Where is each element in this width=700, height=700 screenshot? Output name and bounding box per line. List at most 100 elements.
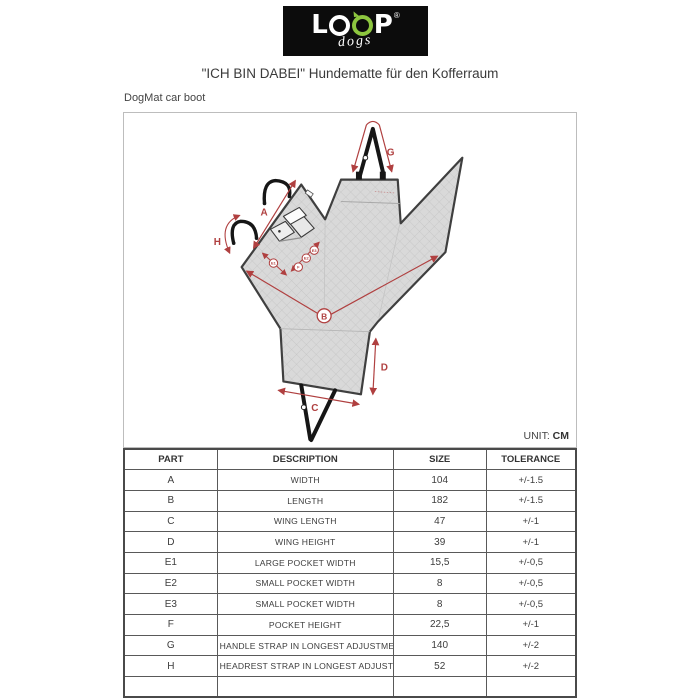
cell-part: F bbox=[123, 614, 218, 636]
brand-logo: L P ® dogs bbox=[283, 6, 428, 56]
cell-tolerance: +/-1 bbox=[485, 510, 577, 533]
cell-size: 22,5 bbox=[392, 614, 487, 636]
table-row: D WING HEIGHT 39 +/-1 bbox=[123, 531, 577, 553]
cell-size: 39 bbox=[392, 531, 487, 553]
cell-size: 8 bbox=[392, 572, 487, 595]
dimension-c: C bbox=[277, 387, 361, 414]
cell-description: HEADREST STRAP IN LONGEST ADJUSTMENT bbox=[216, 655, 394, 678]
dim-label-h: H bbox=[214, 237, 221, 248]
fold-line bbox=[323, 220, 326, 314]
cell-tolerance: +/-0,5 bbox=[485, 593, 577, 615]
fold-line bbox=[280, 328, 370, 333]
cell-tolerance: +/-1.5 bbox=[485, 469, 577, 491]
table-row: A WIDTH 104 +/-1.5 bbox=[123, 469, 577, 491]
cell-tolerance: +/-1 bbox=[485, 531, 577, 553]
table-row-empty bbox=[123, 676, 577, 698]
cell-part: E2 bbox=[123, 572, 218, 595]
cell-size: 140 bbox=[392, 634, 487, 657]
cell-part: H bbox=[123, 655, 218, 678]
dim-label-a: A bbox=[261, 207, 268, 218]
cell-description: WIDTH bbox=[216, 469, 394, 491]
cell-size: 104 bbox=[392, 469, 487, 491]
handle-strap bbox=[355, 126, 386, 180]
cell-part: D bbox=[123, 531, 218, 553]
tab-seam-line bbox=[341, 200, 400, 204]
col-header-part: PART bbox=[123, 448, 218, 471]
cell-size bbox=[392, 676, 487, 698]
cell-tolerance: +/-1.5 bbox=[485, 489, 577, 512]
table-row: G HANDLE STRAP IN LONGEST ADJUSTMENT 140… bbox=[123, 634, 577, 657]
cell-part bbox=[123, 676, 218, 698]
dimension-b: B bbox=[245, 255, 439, 324]
dimension-g: G bbox=[351, 120, 395, 173]
cell-tolerance: +/-0,5 bbox=[485, 551, 577, 574]
unit-label: UNIT: bbox=[523, 430, 550, 442]
strap-buckle bbox=[300, 404, 307, 411]
table-header-row: PART DESCRIPTION SIZE TOLERANCE bbox=[123, 448, 577, 471]
logo-letter-l: L bbox=[311, 10, 328, 40]
col-header-description: DESCRIPTION bbox=[216, 448, 394, 471]
logo-wordmark: L P ® bbox=[311, 10, 400, 40]
table-row: C WING LENGTH 47 +/-1 bbox=[123, 510, 577, 533]
cell-description: WING HEIGHT bbox=[216, 531, 394, 553]
dim-label-f: F bbox=[297, 265, 300, 270]
dim-label-c: C bbox=[311, 403, 318, 414]
cell-description: LARGE POCKET WIDTH bbox=[216, 551, 394, 574]
cell-description: WING LENGTH bbox=[216, 510, 394, 533]
table-row: E2 SMALL POCKET WIDTH 8 +/-0,5 bbox=[123, 572, 577, 595]
dog-mat-technical-drawing: A G H B bbox=[214, 120, 464, 443]
cell-description: HANDLE STRAP IN LONGEST ADJUSTMENT bbox=[216, 634, 394, 657]
cell-tolerance: +/-2 bbox=[485, 655, 577, 678]
cell-description: SMALL POCKET WIDTH bbox=[216, 593, 394, 615]
logo-letter-p: P bbox=[373, 10, 393, 40]
loop-o-arrow-icon bbox=[351, 14, 373, 36]
logo-sub-brand: dogs bbox=[337, 32, 374, 51]
page-title: "ICH BIN DABEI" Hundematte für den Koffe… bbox=[201, 66, 499, 81]
loop-o-icon bbox=[328, 14, 350, 36]
table-row: E3 SMALL POCKET WIDTH 8 +/-0,5 bbox=[123, 593, 577, 615]
col-header-size: SIZE bbox=[392, 448, 487, 471]
stitch-line bbox=[374, 191, 396, 194]
spec-table: PART DESCRIPTION SIZE TOLERANCE A WIDTH … bbox=[123, 448, 577, 699]
cell-description: SMALL POCKET WIDTH bbox=[216, 572, 394, 595]
product-label: DogMat car boot bbox=[124, 92, 206, 104]
mat-shape bbox=[240, 156, 464, 396]
table-row: E1 LARGE POCKET WIDTH 15,5 +/-0,5 bbox=[123, 551, 577, 574]
pocket-snap-button bbox=[278, 229, 281, 233]
cell-tolerance bbox=[485, 676, 577, 698]
cell-part: E3 bbox=[123, 593, 218, 615]
dim-label-g: G bbox=[387, 148, 395, 159]
cell-description: POCKET HEIGHT bbox=[216, 614, 394, 636]
cell-description: LENGTH bbox=[216, 489, 394, 512]
cell-size: 47 bbox=[392, 510, 487, 533]
table-row: B LENGTH 182 +/-1.5 bbox=[123, 489, 577, 512]
dimension-a: A bbox=[252, 179, 296, 250]
dimension-h: H bbox=[214, 214, 241, 255]
cell-tolerance: +/-1 bbox=[485, 614, 577, 636]
cell-part: A bbox=[123, 469, 218, 491]
cell-tolerance: +/-0,5 bbox=[485, 572, 577, 595]
dimension-d: D bbox=[369, 337, 388, 396]
cell-part: C bbox=[123, 510, 218, 533]
strap-buckle bbox=[355, 171, 362, 180]
dim-label-e2: E2 bbox=[304, 256, 310, 261]
registered-trademark-symbol: ® bbox=[393, 11, 400, 20]
cell-size: 182 bbox=[392, 489, 487, 512]
dim-label-d: D bbox=[381, 362, 388, 373]
cell-size: 8 bbox=[392, 593, 487, 615]
pocket-dimensions: E1 F E2 E3 bbox=[261, 241, 320, 276]
fold-line bbox=[378, 224, 401, 318]
cell-description bbox=[216, 676, 394, 698]
unit-value: CM bbox=[552, 430, 569, 442]
strap-buckle bbox=[379, 171, 386, 180]
cell-part: G bbox=[123, 634, 218, 657]
cell-size: 52 bbox=[392, 655, 487, 678]
cell-part: B bbox=[123, 489, 218, 512]
diagram-panel: A G H B bbox=[123, 112, 577, 448]
table-row: F POCKET HEIGHT 22,5 +/-1 bbox=[123, 614, 577, 636]
dim-label-e1: E1 bbox=[271, 261, 277, 266]
strap-ring bbox=[362, 154, 369, 161]
cell-part: E1 bbox=[123, 551, 218, 574]
table-row: H HEADREST STRAP IN LONGEST ADJUSTMENT 5… bbox=[123, 655, 577, 678]
